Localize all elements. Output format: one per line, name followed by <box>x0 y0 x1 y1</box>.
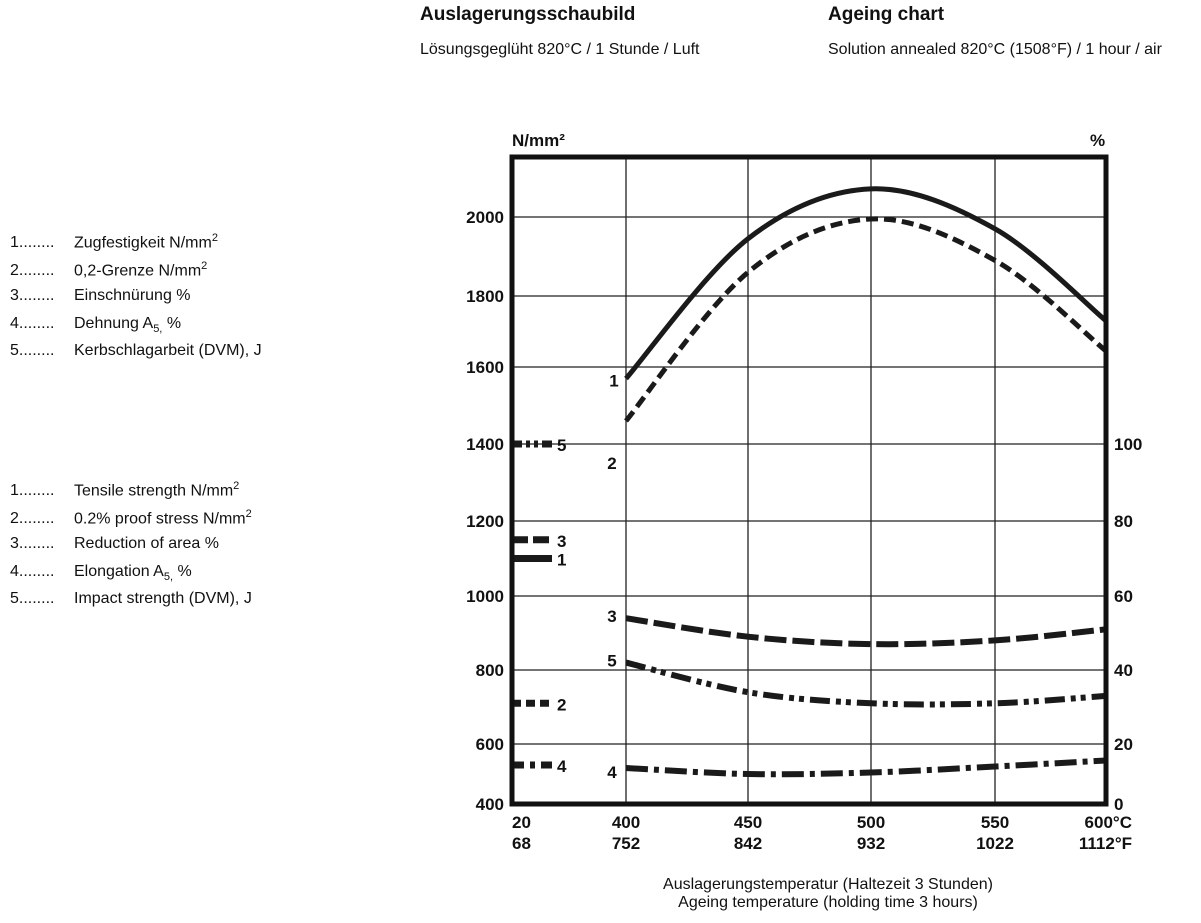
y-right-tick: 40 <box>1114 661 1133 680</box>
y-right-tick: 80 <box>1114 512 1133 531</box>
legend-number: 1........ <box>10 234 55 252</box>
series-4-line <box>625 757 1107 778</box>
series-5-label: 5 <box>607 652 616 671</box>
legend-item: 3........ Einschnürung % <box>10 287 191 305</box>
plot-frame <box>509 154 1109 807</box>
legend-tail: % <box>173 562 192 580</box>
german-subtitle: Lösungsgeglüht 820°C / 1 Stunde / Luft <box>420 41 700 58</box>
series-5-line <box>625 659 1107 708</box>
legend-item: 5........ Kerbschlagarbeit (DVM), J <box>10 342 262 360</box>
series-1-line <box>624 186 1108 381</box>
y-right-tick: 20 <box>1114 735 1133 754</box>
legend-item: 3........ Reduction of area % <box>10 535 219 553</box>
legend-tail: % <box>162 314 182 332</box>
x-tick-c: 20 <box>512 813 531 832</box>
y-right-tick: 0 <box>1114 795 1123 814</box>
x-tick-c: 600°C <box>1085 813 1132 832</box>
legend-label: Einschnürung % <box>74 287 191 304</box>
x-tick-f: 752 <box>612 834 640 853</box>
legend-item: 2........ 0.2% proof stress N/mm2 <box>10 508 252 528</box>
series-3-label: 3 <box>607 607 616 626</box>
x-tick-f: 1112°F <box>1079 834 1132 853</box>
legend-label: Zugfestigkeit N/mm <box>74 234 212 252</box>
y-left-tick: 600 <box>476 735 504 754</box>
legend-sup: 2 <box>211 232 218 244</box>
legend-item: 4........ Elongation A5, % <box>10 563 192 583</box>
legend-number: 3........ <box>10 287 55 304</box>
y-left-tick: 1000 <box>466 587 504 606</box>
legend-label: Elongation A <box>74 562 164 580</box>
series-4-label-at-20: 4 <box>557 757 567 776</box>
series-4-label: 4 <box>607 763 617 782</box>
series-1-label-at-20: 1 <box>557 551 566 570</box>
series-2-label: 2 <box>607 454 616 473</box>
series-5-label-at-20: 5 <box>557 436 566 455</box>
y-left-tick: 400 <box>476 795 504 814</box>
x-tick-c: 450 <box>734 813 762 832</box>
series-1-label: 1 <box>609 372 618 391</box>
y-left-tick: 2000 <box>466 208 504 227</box>
legend-label: 0,2-Grenze N/mm <box>74 261 202 279</box>
legend-sup: 2 <box>233 480 240 492</box>
legend-number: 1........ <box>10 482 55 500</box>
series-2-line <box>624 216 1108 423</box>
legend-number: 4........ <box>10 314 55 332</box>
y-right-tick: 100 <box>1114 435 1142 454</box>
german-title: Auslagerungsschaubild <box>420 4 636 25</box>
legend-item: 2........ 0,2-Grenze N/mm2 <box>10 260 207 280</box>
y-left-unit: N/mm² <box>512 131 565 150</box>
y-right-unit: % <box>1090 131 1105 150</box>
y-left-tick: 1200 <box>466 512 504 531</box>
legend-item: 1........ Zugfestigkeit N/mm2 <box>10 232 218 252</box>
legend-label: Tensile strength N/mm <box>74 482 234 500</box>
legend-item: 4........ Dehnung A5, % <box>10 315 181 335</box>
series-3-line <box>625 615 1107 648</box>
x-tick-c: 550 <box>981 813 1009 832</box>
english-subtitle: Solution annealed 820°C (1508°F) / 1 hou… <box>828 41 1162 58</box>
legend-item: 5........ Impact strength (DVM), J <box>10 590 252 608</box>
legend-label: Kerbschlagarbeit (DVM), J <box>74 342 262 359</box>
y-left-tick: 1400 <box>466 435 504 454</box>
legend-sub: 5, <box>163 570 174 583</box>
legend-sub: 5, <box>153 322 163 335</box>
y-left-tick: 1600 <box>466 358 504 377</box>
x-tick-f: 842 <box>734 834 762 853</box>
english-title: Ageing chart <box>828 4 945 25</box>
x-tick-f: 932 <box>857 834 885 853</box>
legend-number: 4........ <box>10 562 55 580</box>
legend-sup: 2 <box>245 507 252 520</box>
series-2-label-at-20: 2 <box>557 695 566 714</box>
legend-item: 1........ Tensile strength N/mm2 <box>10 480 239 500</box>
y-right-tick: 60 <box>1114 587 1133 606</box>
y-left-tick: 800 <box>476 661 504 680</box>
x-axis-label-en: Ageing temperature (holding time 3 hours… <box>678 894 978 911</box>
x-tick-f: 1022 <box>976 834 1014 853</box>
legend-label: Dehnung A <box>74 314 154 332</box>
legend-sup: 2 <box>201 259 208 272</box>
x-tick-c: 500 <box>857 813 885 832</box>
legend-number: 5........ <box>10 590 55 607</box>
legend-number: 2........ <box>10 509 55 527</box>
legend-label: 0.2% proof stress N/mm <box>74 509 246 527</box>
series-3-label-at-20: 3 <box>557 532 566 551</box>
legend-number: 2........ <box>10 261 55 279</box>
x-tick-f: 68 <box>512 834 531 853</box>
legend-number: 5........ <box>10 342 55 359</box>
x-axis-label-de: Auslagerungstemperatur (Haltezeit 3 Stun… <box>663 876 993 893</box>
legend-label: Impact strength (DVM), J <box>74 590 252 607</box>
legend-number: 3........ <box>10 535 55 552</box>
x-tick-c: 400 <box>612 813 640 832</box>
legend-label: Reduction of area % <box>74 535 219 552</box>
y-left-tick: 1800 <box>466 287 504 306</box>
